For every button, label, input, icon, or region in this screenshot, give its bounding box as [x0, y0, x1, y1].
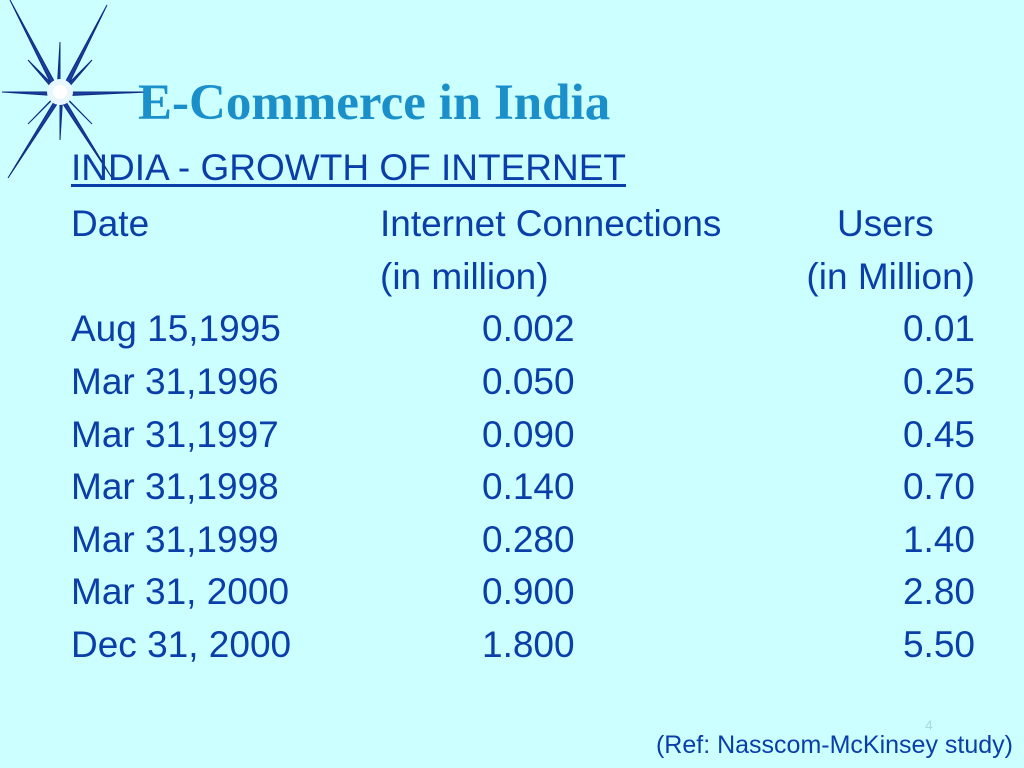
row-date: Mar 31,1996	[71, 361, 279, 402]
row-connections: 1.800	[482, 624, 575, 665]
row-date: Dec 31, 2000	[71, 624, 292, 665]
row-connections: 0.002	[482, 308, 575, 349]
row-users: 0.70	[902, 466, 975, 507]
row-users: 0.45	[902, 414, 975, 455]
row-date: Aug 15,1995	[71, 308, 281, 349]
row-connections: 0.900	[482, 571, 575, 612]
row-date: Mar 31,1997	[71, 414, 279, 455]
row-users: 5.50	[902, 624, 975, 665]
column-unit-connections: (in million)	[380, 256, 549, 297]
table-heading: INDIA - GROWTH OF INTERNET	[71, 147, 626, 188]
row-users: 0.01	[902, 308, 975, 349]
row-users: 0.25	[902, 361, 975, 402]
column-header-users: Users	[837, 203, 934, 244]
reference-note: (Ref: Nasscom-McKinsey study)	[655, 731, 1013, 759]
row-users: 2.80	[902, 571, 975, 612]
row-users: 1.40	[902, 519, 975, 560]
column-header-date: Date	[71, 203, 150, 244]
row-date: Mar 31, 2000	[71, 571, 290, 612]
row-connections: 0.090	[482, 414, 575, 455]
row-date: Mar 31,1998	[71, 466, 279, 507]
row-date: Mar 31,1999	[71, 519, 279, 560]
row-connections: 0.280	[482, 519, 575, 560]
column-header-connections: Internet Connections	[380, 203, 722, 244]
slide-title: E-Commerce in India	[138, 75, 611, 131]
star-burst-icon	[1, 0, 149, 179]
slide-number: 4	[925, 717, 933, 733]
column-unit-users: (in Million)	[806, 256, 975, 297]
row-connections: 0.140	[482, 466, 575, 507]
row-connections: 0.050	[482, 361, 575, 402]
